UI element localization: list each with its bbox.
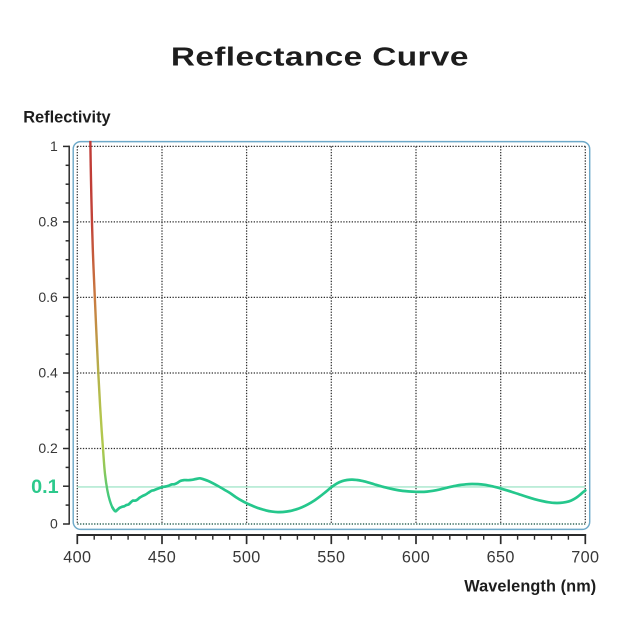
svg-text:0.8: 0.8 (38, 214, 58, 230)
svg-text:700: 700 (571, 549, 599, 567)
svg-text:1: 1 (50, 138, 58, 154)
svg-text:0.4: 0.4 (38, 365, 58, 381)
svg-text:550: 550 (317, 549, 345, 567)
svg-text:0.2: 0.2 (38, 440, 58, 456)
svg-text:450: 450 (148, 549, 176, 567)
svg-text:Reflectivity: Reflectivity (23, 108, 111, 126)
svg-text:600: 600 (402, 549, 430, 567)
svg-text:400: 400 (63, 549, 91, 567)
svg-text:Reflectance Curve: Reflectance Curve (171, 43, 469, 72)
svg-text:0: 0 (50, 516, 58, 532)
svg-text:0.6: 0.6 (38, 289, 58, 305)
svg-text:500: 500 (232, 549, 260, 567)
svg-text:0.1: 0.1 (31, 476, 59, 498)
svg-text:Wavelength (nm): Wavelength (nm) (464, 577, 596, 595)
svg-text:650: 650 (487, 549, 515, 567)
